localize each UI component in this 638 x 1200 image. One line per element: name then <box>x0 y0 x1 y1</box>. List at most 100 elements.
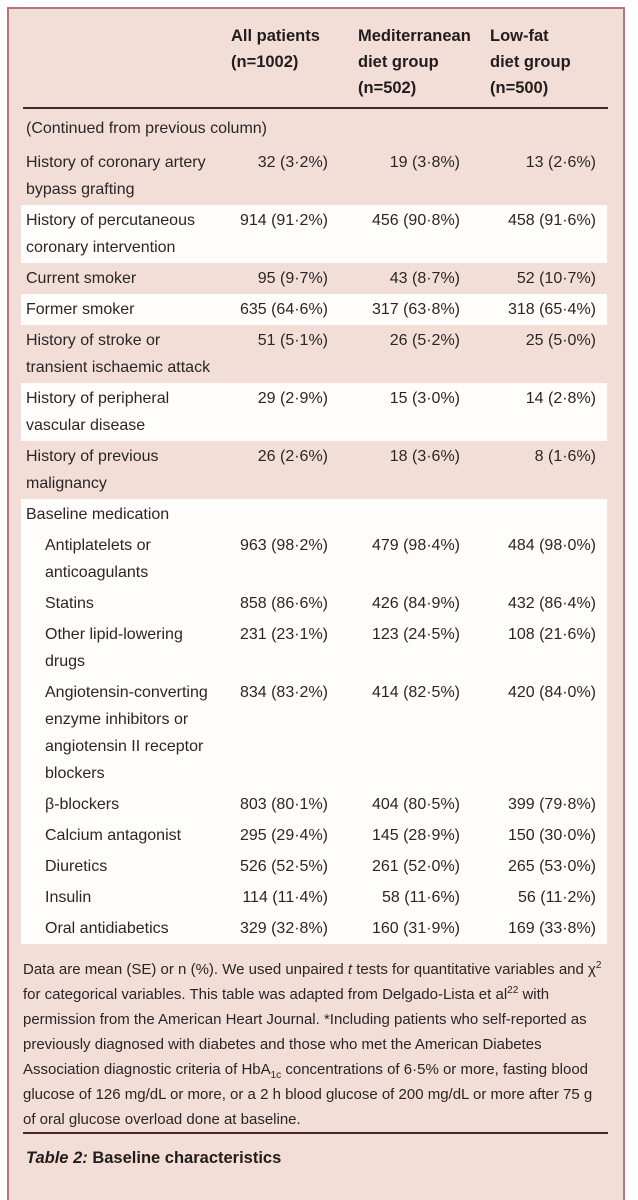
column-header-mediterranean: Mediterranean diet group (n=502) <box>328 23 471 101</box>
row-value-all: 963 (98·2%) <box>239 537 328 554</box>
row-value-low: 169 (33·8%) <box>507 920 596 937</box>
row-value-all: 26 (2·6%) <box>257 448 328 465</box>
footnote-superscript: 2 <box>595 960 602 971</box>
row-value-all: 32 (3·2%) <box>257 154 328 171</box>
row-value-all: 114 (11·4%) <box>242 889 328 906</box>
row-value-low <box>460 501 596 528</box>
header-spacer <box>26 23 211 101</box>
footnote: Data are mean (SE) or n (%). We used unp… <box>9 944 623 1132</box>
row-label: History of previous malignancy <box>26 448 159 492</box>
row-label: Diuretics <box>45 858 108 875</box>
row-value-med: 19 (3·8%) <box>389 154 460 171</box>
row-label: Oral antidiabetics <box>45 920 169 937</box>
footnote-text: for categorical variables. This table wa… <box>23 986 508 1003</box>
row-value-low: 13 (2·6%) <box>525 154 596 171</box>
row-value-low: 14 (2·8%) <box>525 390 596 407</box>
row-value-all: 51 (5·1%) <box>257 332 328 349</box>
caption-number: Table 2: <box>26 1149 88 1167</box>
table-row-pci: History of percutaneous coronary interve… <box>21 205 607 263</box>
column-header-line: All patients <box>231 27 320 45</box>
row-label: Statins <box>45 595 94 612</box>
row-label: Insulin <box>45 889 92 906</box>
row-value-low: 25 (5·0%) <box>525 332 596 349</box>
row-label: History of stroke or transient ischaemic… <box>26 332 211 376</box>
continued-note-row: (Continued from previous column) <box>21 109 607 147</box>
row-value-all: 914 (91·2%) <box>239 212 328 229</box>
table-row-insulin: Insulin 114 (11·4%) 58 (11·6%) 56 (11·2%… <box>21 882 607 913</box>
table-header-row: All patients (n=1002) Mediterranean diet… <box>9 9 623 107</box>
row-value-low: 56 (11·2%) <box>518 889 596 906</box>
row-value-med: 145 (28·9%) <box>371 827 460 844</box>
row-label: History of percutaneous coronary interve… <box>26 212 195 256</box>
table-row-peripheral-vascular: History of peripheral vascular disease 2… <box>21 383 607 441</box>
caption-title: Baseline characteristics <box>87 1149 282 1167</box>
table-row-statins: Statins 858 (86·6%) 426 (84·9%) 432 (86·… <box>21 588 607 619</box>
row-value-low: 484 (98·0%) <box>507 537 596 554</box>
row-label: Former smoker <box>26 301 135 318</box>
footnote-italic-t: t <box>347 961 353 978</box>
table-row-beta-blockers: β-blockers 803 (80·1%) 404 (80·5%) 399 (… <box>21 789 607 820</box>
column-header-line: (n=502) <box>358 79 417 97</box>
row-value-med: 261 (52·0%) <box>371 858 460 875</box>
table-row-ace-inhibitors: Angiotensin-converting enzyme inhibitors… <box>21 677 607 789</box>
table-row-former-smoker: Former smoker 635 (64·6%) 317 (63·8%) 31… <box>21 294 607 325</box>
table-body: (Continued from previous column) History… <box>9 109 623 944</box>
footnote-reference-superscript: 22 <box>507 985 519 996</box>
row-value-med: 18 (3·6%) <box>389 448 460 465</box>
row-value-all: 635 (64·6%) <box>239 301 328 318</box>
table-row-other-lipid-lowering: Other lipid-lowering drugs 231 (23·1%) 1… <box>21 619 607 677</box>
row-value-low: 399 (79·8%) <box>507 796 596 813</box>
table-row-diuretics: Diuretics 526 (52·5%) 261 (52·0%) 265 (5… <box>21 851 607 882</box>
table-row-cabg: History of coronary artery bypass grafti… <box>21 147 607 205</box>
table-row-oral-antidiabetics: Oral antidiabetics 329 (32·8%) 160 (31·9… <box>21 913 607 944</box>
row-value-all: 803 (80·1%) <box>239 796 328 813</box>
row-value-low: 265 (53·0%) <box>507 858 596 875</box>
row-label: Other lipid-lowering drugs <box>45 626 183 670</box>
row-label: β-blockers <box>45 796 120 813</box>
row-value-med: 123 (24·5%) <box>371 626 460 643</box>
row-label: History of peripheral vascular disease <box>26 390 170 434</box>
row-value-all: 329 (32·8%) <box>239 920 328 937</box>
row-value-all: 231 (23·1%) <box>239 626 328 643</box>
caption-rule <box>23 1132 608 1134</box>
column-header-all-patients: All patients (n=1002) <box>211 23 328 101</box>
row-value-low: 8 (1·6%) <box>534 448 596 465</box>
table-row-baseline-medication: Baseline medication <box>21 499 607 530</box>
section-header-label: Baseline medication <box>26 506 170 523</box>
baseline-medication-section: Baseline medication Antiplatelets or ant… <box>21 499 607 944</box>
row-value-med: 43 (8·7%) <box>389 270 460 287</box>
row-value-all <box>211 501 328 528</box>
row-value-med: 26 (5·2%) <box>389 332 460 349</box>
row-label: Calcium antagonist <box>45 827 182 844</box>
row-value-all: 29 (2·9%) <box>257 390 328 407</box>
row-value-low: 52 (10·7%) <box>516 270 596 287</box>
row-value-all: 95 (9·7%) <box>257 270 328 287</box>
row-value-all: 526 (52·5%) <box>239 858 328 875</box>
row-value-low: 420 (84·0%) <box>507 684 596 701</box>
row-value-low: 318 (65·4%) <box>507 301 596 318</box>
row-value-all: 858 (86·6%) <box>239 595 328 612</box>
row-value-low: 150 (30·0%) <box>507 827 596 844</box>
header-rule <box>23 107 608 109</box>
table-row-malignancy: History of previous malignancy 26 (2·6%)… <box>21 441 607 499</box>
continued-note: (Continued from previous column) <box>26 120 267 137</box>
footnote-text: concentrations of 6·5% or more, fasting … <box>23 1061 593 1128</box>
table-row-antiplatelets: Antiplatelets or anticoagulants 963 (98·… <box>21 530 607 588</box>
row-value-med: 404 (80·5%) <box>371 796 460 813</box>
footnote-text: tests for quantitative variables and χ <box>352 961 596 978</box>
column-header-line: (n=500) <box>490 79 549 97</box>
row-value-med: 15 (3·0%) <box>389 390 460 407</box>
row-value-low: 458 (91·6%) <box>507 212 596 229</box>
row-label: History of coronary artery bypass grafti… <box>26 154 206 198</box>
row-label: Antiplatelets or anticoagulants <box>45 537 151 581</box>
row-value-med: 160 (31·9%) <box>371 920 460 937</box>
table-row-stroke: History of stroke or transient ischaemic… <box>21 325 607 383</box>
row-value-med: 58 (11·6%) <box>382 889 460 906</box>
row-value-low: 432 (86·4%) <box>507 595 596 612</box>
row-value-med: 426 (84·9%) <box>371 595 460 612</box>
column-header-low-fat: Low-fat diet group (n=500) <box>460 23 596 101</box>
row-value-all: 834 (83·2%) <box>239 684 328 701</box>
column-header-line: Mediterranean <box>358 27 471 45</box>
footnote-text: Data are mean (SE) or n (%). We used unp… <box>23 961 348 978</box>
